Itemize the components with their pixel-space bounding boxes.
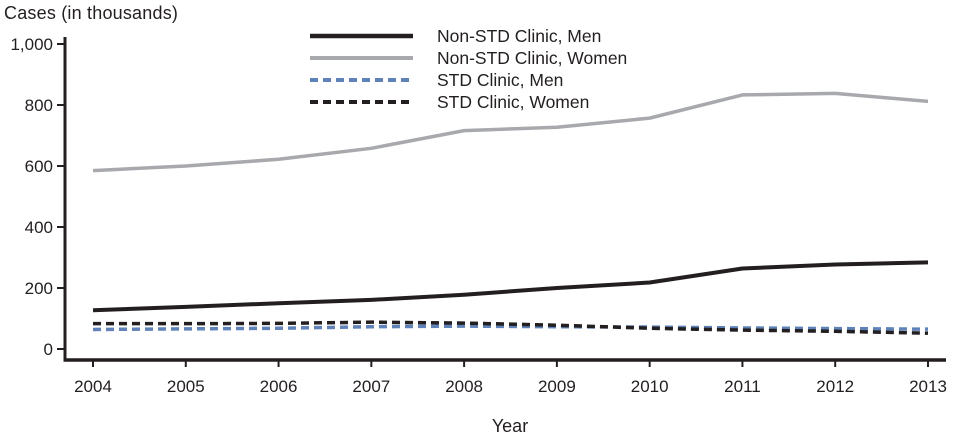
series-lines (92, 91, 929, 335)
y-tick-label: 800 (25, 96, 53, 115)
x-tick-label: 2010 (631, 377, 669, 396)
x-tick-label: 2008 (445, 377, 483, 396)
y-tick-label: 400 (25, 218, 53, 237)
y-tick-label: 1,000 (10, 35, 53, 54)
legend-label: Non-STD Clinic, Men (437, 26, 601, 46)
x-tick-label: 2013 (909, 377, 947, 396)
series-line-non-std-clinic-men (92, 260, 929, 313)
x-tick-label: 2006 (260, 377, 298, 396)
series-line-non-std-clinic-women (92, 91, 929, 173)
series-line-std-clinic-women (93, 320, 929, 335)
x-tick-label: 2005 (167, 377, 205, 396)
x-axis-title: Year (492, 416, 528, 436)
y-tick-label: 600 (25, 157, 53, 176)
y-tick-label: 0 (44, 340, 53, 359)
x-tick-label: 2012 (816, 377, 854, 396)
x-tick-label: 2009 (538, 377, 576, 396)
legend-label: STD Clinic, Men (437, 70, 563, 90)
x-tick-label: 2011 (724, 377, 761, 396)
series-line-std-clinic-men (92, 324, 929, 332)
y-tick-label: 200 (25, 279, 53, 298)
legend-label: STD Clinic, Women (437, 92, 589, 112)
x-tick-label: 2007 (352, 377, 390, 396)
axes: 0 200 400 600 800 1,000 2004 2005 2006 2007 2008 20… (10, 35, 946, 396)
x-tick-label: 2004 (74, 377, 112, 396)
chart-title: Cases (in thousands) (4, 3, 178, 23)
legend-label: Non-STD Clinic, Women (437, 48, 627, 68)
